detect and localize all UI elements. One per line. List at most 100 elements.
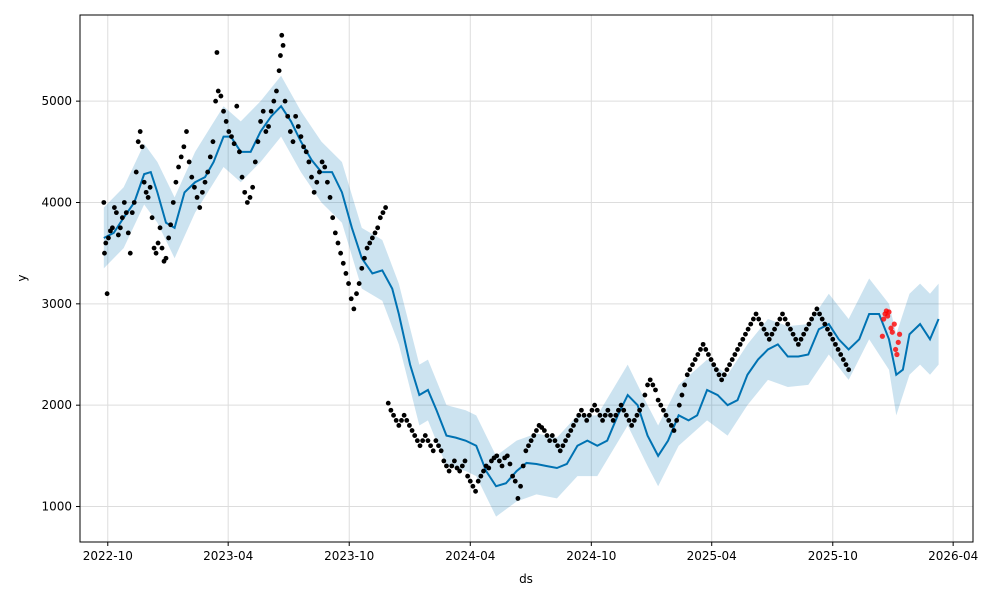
observed-point — [684, 372, 690, 378]
observed-point — [473, 488, 478, 494]
observed-point — [391, 412, 396, 418]
observed-point — [692, 357, 698, 362]
observed-point — [210, 139, 216, 145]
observed-point — [280, 43, 286, 48]
observed-point — [549, 433, 555, 438]
observed-point — [531, 433, 537, 438]
observed-point — [766, 336, 772, 342]
observed-point — [798, 336, 804, 342]
observed-point — [348, 296, 354, 302]
observed-point — [145, 195, 151, 200]
observed-point — [571, 423, 576, 428]
observed-point — [801, 331, 807, 337]
recent-point — [888, 325, 894, 331]
observed-point — [319, 159, 325, 165]
observed-point — [356, 281, 362, 286]
observed-point — [795, 341, 801, 347]
observed-point — [835, 347, 841, 352]
observed-point — [457, 468, 463, 474]
observed-point — [268, 108, 274, 114]
observed-point — [436, 443, 441, 449]
recent-points-layer — [879, 308, 903, 358]
observed-point — [671, 428, 677, 433]
observed-point — [141, 179, 147, 185]
observed-point — [544, 433, 550, 438]
observed-point — [819, 316, 825, 322]
observed-point — [653, 387, 658, 393]
observed-point — [244, 200, 250, 205]
observed-point — [223, 119, 229, 124]
observed-point — [719, 377, 725, 383]
y-axis-ticks: 1000 2000 3000 4000 5000 — [41, 94, 80, 514]
observed-point — [586, 412, 592, 418]
observed-point — [263, 129, 269, 134]
observed-points-layer — [101, 32, 852, 501]
observed-point — [430, 448, 436, 454]
observed-point — [666, 417, 672, 423]
observed-point — [322, 164, 328, 170]
observed-point — [215, 88, 221, 94]
observed-point — [111, 205, 117, 210]
y-tick-label: 5000 — [41, 94, 72, 108]
observed-point — [486, 465, 492, 471]
observed-point — [181, 144, 187, 150]
observed-point — [811, 311, 817, 317]
x-tick-label: 2025-04 — [687, 549, 737, 563]
observed-point — [613, 412, 619, 418]
observed-point — [407, 423, 412, 428]
observed-point — [541, 428, 547, 433]
observed-point — [343, 271, 349, 276]
observed-point — [133, 169, 139, 175]
observed-point — [346, 281, 351, 286]
observed-point — [135, 139, 141, 145]
observed-point — [806, 321, 812, 327]
x-tick-label: 2023-04 — [203, 549, 253, 563]
observed-point — [793, 336, 799, 342]
observed-point — [153, 250, 159, 256]
observed-point — [242, 189, 248, 195]
observed-point — [301, 144, 306, 150]
observed-point — [151, 245, 157, 251]
observed-point — [260, 108, 266, 114]
recent-point — [885, 313, 891, 319]
observed-point — [552, 438, 558, 444]
observed-point — [266, 124, 271, 129]
observed-point — [510, 473, 516, 479]
observed-point — [465, 473, 471, 479]
observed-point — [354, 291, 359, 297]
observed-point — [708, 357, 714, 362]
observed-point — [441, 458, 447, 464]
observed-point — [602, 412, 608, 418]
observed-point — [740, 336, 746, 342]
observed-point — [557, 448, 563, 454]
observed-point — [745, 326, 751, 332]
observed-point — [817, 311, 822, 317]
observed-point — [271, 98, 277, 104]
observed-point — [231, 141, 237, 147]
observed-point — [335, 240, 341, 246]
observed-point — [592, 402, 598, 408]
observed-point — [420, 438, 426, 444]
observed-point — [777, 316, 783, 322]
observed-point — [147, 184, 153, 190]
observed-point — [285, 113, 291, 119]
observed-point — [594, 407, 600, 413]
x-tick-label: 2023-10 — [324, 549, 374, 563]
observed-point — [433, 438, 439, 444]
observed-point — [737, 341, 743, 347]
observed-point — [639, 402, 645, 408]
observed-point — [499, 463, 505, 469]
observed-point — [623, 412, 629, 418]
observed-point — [298, 134, 304, 140]
observed-point — [523, 448, 529, 454]
observed-point — [713, 367, 719, 373]
observed-point — [290, 139, 296, 145]
observed-point — [364, 245, 370, 251]
observed-point — [467, 478, 473, 484]
observed-point — [729, 357, 735, 362]
observed-point — [518, 483, 523, 489]
observed-point — [494, 453, 500, 459]
observed-point — [121, 200, 127, 205]
observed-point — [446, 468, 452, 474]
observed-point — [388, 407, 394, 413]
